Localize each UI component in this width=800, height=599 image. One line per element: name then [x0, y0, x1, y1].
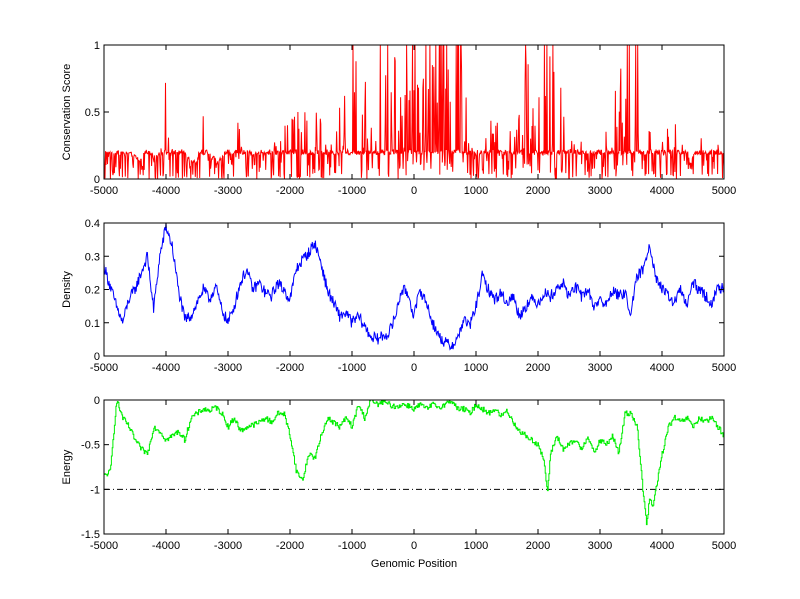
x-tick-label: 2000	[526, 185, 550, 197]
y-tick-label: 0.1	[85, 318, 100, 330]
x-tick-label: -2000	[276, 185, 304, 197]
x-axis-label: Genomic Position	[371, 558, 457, 570]
plot-area	[104, 223, 724, 356]
x-tick-label: -4000	[152, 540, 180, 552]
y-tick-label: 1	[94, 40, 100, 52]
x-tick-label: -5000	[90, 185, 118, 197]
density-y-axis-label: Density	[61, 271, 73, 308]
x-tick-label: 4000	[650, 362, 674, 374]
x-tick-label: 0	[411, 362, 417, 374]
y-tick-label: -0.5	[81, 440, 100, 452]
x-tick-label: 2000	[526, 362, 550, 374]
energy-y-axis-label: Energy	[61, 449, 73, 484]
x-tick-label: -5000	[90, 362, 118, 374]
x-tick-label: -3000	[214, 362, 242, 374]
x-tick-label: -3000	[214, 540, 242, 552]
y-tick-label: -1	[90, 484, 100, 496]
x-tick-label: -5000	[90, 540, 118, 552]
x-tick-label: -2000	[276, 540, 304, 552]
y-tick-label: 0.5	[85, 107, 100, 119]
energy-series-line	[104, 400, 724, 526]
conservation-series-line	[104, 45, 724, 179]
x-tick-label: 0	[411, 540, 417, 552]
x-tick-label: 5000	[712, 362, 736, 374]
y-tick-label: 0	[94, 351, 100, 363]
x-tick-label: 2000	[526, 540, 550, 552]
x-tick-label: -4000	[152, 362, 180, 374]
x-tick-label: -1000	[338, 540, 366, 552]
x-tick-label: 5000	[712, 185, 736, 197]
density-panel: -5000 -4000 -3000 -2000 -1000 0 1000 2000 3000 40…	[61, 218, 736, 374]
x-tick-label: -3000	[214, 185, 242, 197]
y-tick-label: 0.4	[85, 218, 100, 230]
x-tick-label: 0	[411, 185, 417, 197]
x-tick-label: 5000	[712, 540, 736, 552]
x-tick-label: 3000	[588, 362, 612, 374]
density-series-line	[104, 223, 724, 351]
x-tick-label: -1000	[338, 362, 366, 374]
x-tick-label: 4000	[650, 540, 674, 552]
y-tick-label: 0	[94, 174, 100, 186]
conservation-y-axis-label: Conservation Score	[61, 64, 73, 161]
x-tick-label: 1000	[464, 540, 488, 552]
x-tick-label: 4000	[650, 185, 674, 197]
y-tick-label: 0.3	[85, 251, 100, 263]
plot-area	[104, 400, 724, 534]
x-tick-label: 1000	[464, 362, 488, 374]
x-tick-label: 1000	[464, 185, 488, 197]
x-tick-label: 3000	[588, 540, 612, 552]
x-tick-label: -4000	[152, 185, 180, 197]
x-tick-label: -1000	[338, 185, 366, 197]
energy-panel: -5000 -4000 -3000 -2000 -1000 0 1000 2000 3000 40…	[61, 395, 736, 552]
conservation-panel: -5000 -4000 -3000 -2000 -1000 0 1000 2000 3000 40…	[61, 40, 736, 197]
x-tick-label: 3000	[588, 185, 612, 197]
x-tick-label: -2000	[276, 362, 304, 374]
subplot-panels: -5000 -4000 -3000 -2000 -1000 0 1000 2000 3000 40…	[61, 40, 736, 552]
y-tick-label: -1.5	[81, 529, 100, 541]
y-tick-label: 0	[94, 395, 100, 407]
y-tick-label: 0.2	[85, 285, 100, 297]
